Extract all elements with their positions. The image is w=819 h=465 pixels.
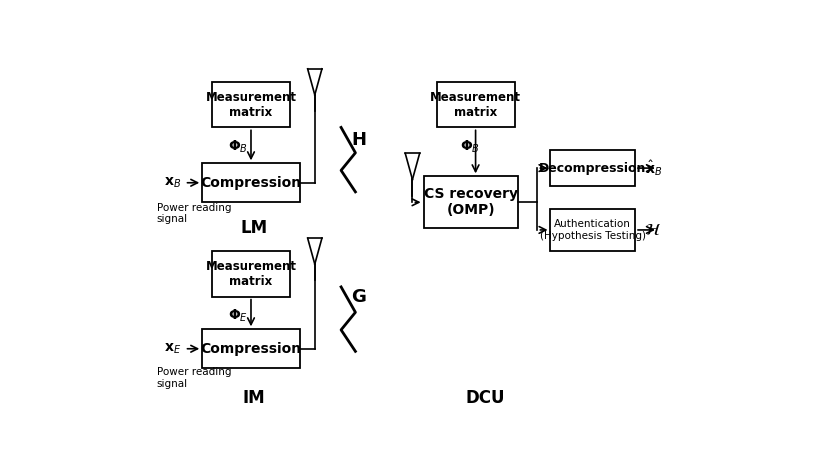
Text: Power reading
signal: Power reading signal [156,367,231,389]
Text: Compression: Compression [200,176,301,190]
Text: $\mathbf{\Phi}_B$: $\mathbf{\Phi}_B$ [459,139,480,155]
Text: H: H [351,132,365,149]
Bar [202,329,300,368]
Text: $\hat{\mathbf{x}}_B$: $\hat{\mathbf{x}}_B$ [644,159,661,178]
Bar [211,251,290,297]
Text: Power reading
signal: Power reading signal [156,203,231,224]
Bar [550,209,634,251]
Text: $\mathbf{\Phi}_B$: $\mathbf{\Phi}_B$ [228,139,247,155]
Text: Decompression: Decompression [538,162,645,174]
Bar [202,163,300,202]
Text: Measurement
matrix: Measurement matrix [206,91,296,119]
Text: DCU: DCU [465,389,505,406]
Bar [550,150,634,186]
Text: Measurement
matrix: Measurement matrix [206,260,296,288]
Text: $\mathbf{x}_B$: $\mathbf{x}_B$ [164,176,181,190]
Text: $\mathbf{x}_E$: $\mathbf{x}_E$ [164,342,181,356]
Text: Compression: Compression [200,342,301,356]
Text: IM: IM [242,389,265,406]
Bar [211,82,290,127]
Text: CS recovery
(OMP): CS recovery (OMP) [423,187,517,217]
Bar [423,176,518,228]
Text: Measurement
matrix: Measurement matrix [429,91,520,119]
Text: $\mathbf{\Phi}_E$: $\mathbf{\Phi}_E$ [228,308,247,325]
Bar [436,82,514,127]
Text: LM: LM [241,219,268,237]
Text: Authentication
(Hypothesis Testing): Authentication (Hypothesis Testing) [539,219,645,241]
Text: G: G [351,288,365,306]
Text: $\mathcal{H}$: $\mathcal{H}$ [645,221,661,239]
